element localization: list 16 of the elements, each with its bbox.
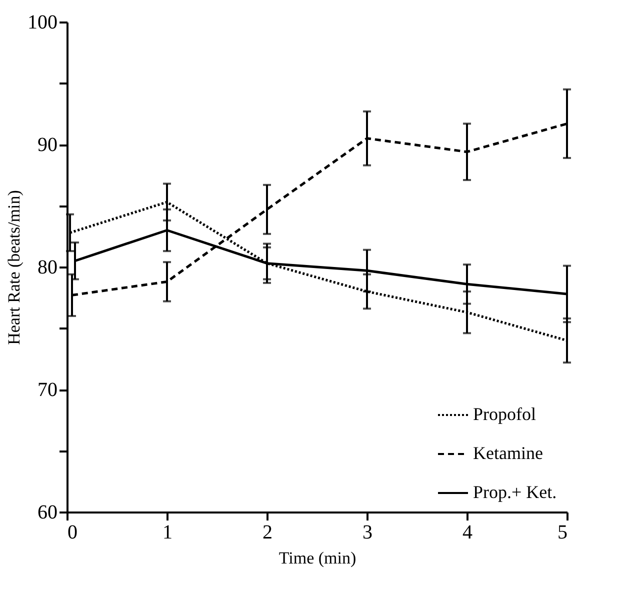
x-axis-title: Time (min) xyxy=(278,548,356,568)
y-axis-title: Heart Rate (beats/min) xyxy=(4,190,24,345)
x-tick-label: 0 xyxy=(68,522,78,544)
y-tick-label: 100 xyxy=(28,12,58,34)
legend-label: Propofol xyxy=(473,404,536,424)
legend-label: Prop.+ Ket. xyxy=(473,482,557,502)
legend-label: Ketamine xyxy=(473,443,543,463)
y-tick-label: 70 xyxy=(38,379,58,401)
x-tick-label: 3 xyxy=(362,522,372,544)
x-tick-label: 4 xyxy=(462,522,472,544)
y-tick-label: 60 xyxy=(38,502,58,524)
x-tick-label: 2 xyxy=(262,522,272,544)
y-tick-label: 90 xyxy=(38,134,58,156)
x-tick-label: 5 xyxy=(558,522,568,544)
y-tick-label: 80 xyxy=(38,256,58,278)
x-tick-label: 1 xyxy=(162,522,172,544)
